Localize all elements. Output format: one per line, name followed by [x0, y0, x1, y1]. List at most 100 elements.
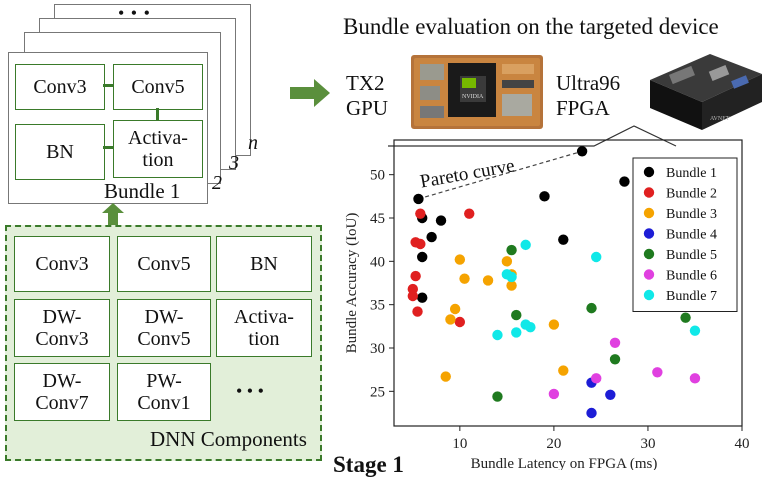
y-tick-label: 30	[370, 341, 385, 357]
dnn-components-label: DNN Components	[150, 427, 307, 451]
legend-marker	[643, 269, 655, 280]
data-point-bundle-6	[548, 388, 560, 400]
data-point-bundle-2	[412, 306, 423, 317]
y-tick-label: 50	[370, 168, 385, 184]
component-activation: Activa- tion	[216, 299, 312, 357]
gpu-brand-text: NVIDIA	[462, 94, 484, 100]
data-point-bundle-3	[482, 275, 494, 286]
legend-marker	[643, 187, 655, 198]
plot-frame	[393, 139, 743, 427]
bundle-conv5-box: Conv5	[113, 64, 203, 110]
component-bn: BN	[216, 236, 312, 292]
y-tick-label: 40	[370, 254, 385, 270]
data-point-bundle-1	[417, 292, 428, 303]
data-point-bundle-7	[511, 327, 522, 338]
component-dw-conv7: DW- Conv7	[14, 363, 110, 421]
data-point-bundle-3	[454, 254, 466, 265]
x-tick-label: 30	[640, 436, 655, 452]
data-point-bundle-2	[407, 290, 419, 302]
y-axis-label: Bundle Accuracy (IoU)	[344, 213, 360, 354]
data-point-bundle-7	[492, 329, 503, 341]
y-tick-label: 35	[370, 298, 385, 314]
up-arrow-icon	[102, 203, 124, 226]
data-point-bundle-5	[609, 354, 621, 365]
data-point-bundle-5	[511, 309, 522, 321]
stack-dots: • • •	[118, 3, 151, 23]
legend-label: Bundle 3	[666, 207, 717, 222]
legend-marker	[643, 207, 655, 219]
y-tick-label: 25	[370, 384, 385, 400]
component-conv5: Conv5	[117, 236, 211, 292]
data-point-bundle-2	[410, 270, 421, 282]
fpga-label-line2: FPGA	[556, 96, 610, 120]
pareto-curve-line	[418, 150, 583, 200]
data-point-bundle-5	[680, 312, 691, 323]
evaluation-title: Bundle evaluation on the targeted device	[343, 14, 719, 39]
data-point-bundle-3	[501, 256, 513, 267]
data-point-bundle-6	[591, 373, 602, 384]
connector-h-mid	[103, 146, 113, 149]
fpga-label-line1: Ultra96	[556, 71, 621, 95]
x-axis-label: Bundle Latency on FPGA (ms)	[471, 456, 658, 470]
data-point-bundle-7	[591, 251, 602, 263]
data-point-bundle-5	[586, 302, 597, 314]
data-point-bundle-2	[415, 238, 426, 250]
data-point-bundle-4	[586, 407, 597, 419]
legend-marker	[643, 166, 655, 178]
data-point-bundle-6	[652, 367, 663, 378]
pareto-curve-label: Pareto curve	[418, 155, 516, 192]
stage-label: Stage 1	[333, 452, 404, 477]
scatter-chart: 10 20 30 40 25 30 35 40 45 50 Bundle Latency on FP…	[344, 139, 750, 470]
data-point-bundle-7	[689, 325, 701, 336]
legend-marker	[643, 289, 655, 301]
legend-label: Bundle 4	[666, 228, 717, 243]
legend-label: Bundle 2	[666, 187, 717, 202]
data-point-bundle-1	[619, 176, 630, 187]
stack-number-n: n	[248, 132, 258, 154]
stack-number-2: 2	[212, 172, 222, 194]
bundle-conv3-box: Conv3	[15, 64, 105, 110]
component-more-dots: • • •	[236, 381, 264, 401]
gpu-label-line1: TX2	[346, 71, 385, 95]
connector-v-right	[156, 108, 159, 120]
data-point-bundle-1	[417, 251, 428, 263]
component-dw-conv5: DW- Conv5	[117, 299, 211, 357]
data-point-bundle-1	[426, 231, 437, 243]
data-point-bundle-1	[413, 193, 424, 205]
right-arrow-icon	[290, 79, 330, 107]
data-point-bundle-2	[464, 208, 475, 219]
data-point-bundle-2	[415, 208, 426, 219]
component-conv3: Conv3	[14, 236, 110, 292]
data-point-bundle-3	[548, 319, 560, 330]
data-point-bundle-7	[506, 271, 517, 283]
data-point-bundle-1	[435, 215, 447, 226]
data-point-bundle-1	[558, 234, 569, 245]
legend-marker	[643, 248, 655, 260]
data-point-bundle-3	[445, 314, 456, 325]
fpga-brand-text: AVNET	[710, 116, 730, 122]
legend-label: Bundle 1	[666, 166, 717, 181]
fpga-callout-line	[388, 125, 677, 147]
data-point-bundle-3	[440, 371, 451, 382]
data-point-bundle-2	[454, 316, 466, 328]
component-pw-conv1: PW- Conv1	[117, 363, 211, 421]
tx2-gpu-board-image: NVIDIA	[411, 55, 543, 129]
data-point-bundle-5	[492, 391, 503, 402]
legend-label: Bundle 6	[666, 269, 717, 284]
data-point-bundle-7	[525, 322, 536, 333]
x-tick-label: 20	[546, 436, 561, 452]
legend-label: Bundle 7	[666, 289, 717, 304]
data-point-bundle-7	[520, 239, 531, 251]
data-point-bundle-4	[605, 389, 616, 400]
ultra96-fpga-board-image: AVNET	[650, 54, 762, 130]
component-dw-conv3: DW- Conv3	[14, 299, 110, 357]
bundle-activation-box: Activa- tion	[113, 120, 203, 178]
data-point-bundle-6	[609, 337, 621, 348]
bundle-label: Bundle 1	[104, 179, 181, 203]
data-point-bundle-3	[558, 365, 569, 376]
data-point-bundle-3	[459, 273, 470, 284]
legend-label: Bundle 5	[666, 248, 717, 263]
x-tick-label: 10	[452, 436, 467, 452]
nvidia-logo-icon	[462, 78, 476, 88]
bundle-bn-box: BN	[15, 124, 105, 180]
